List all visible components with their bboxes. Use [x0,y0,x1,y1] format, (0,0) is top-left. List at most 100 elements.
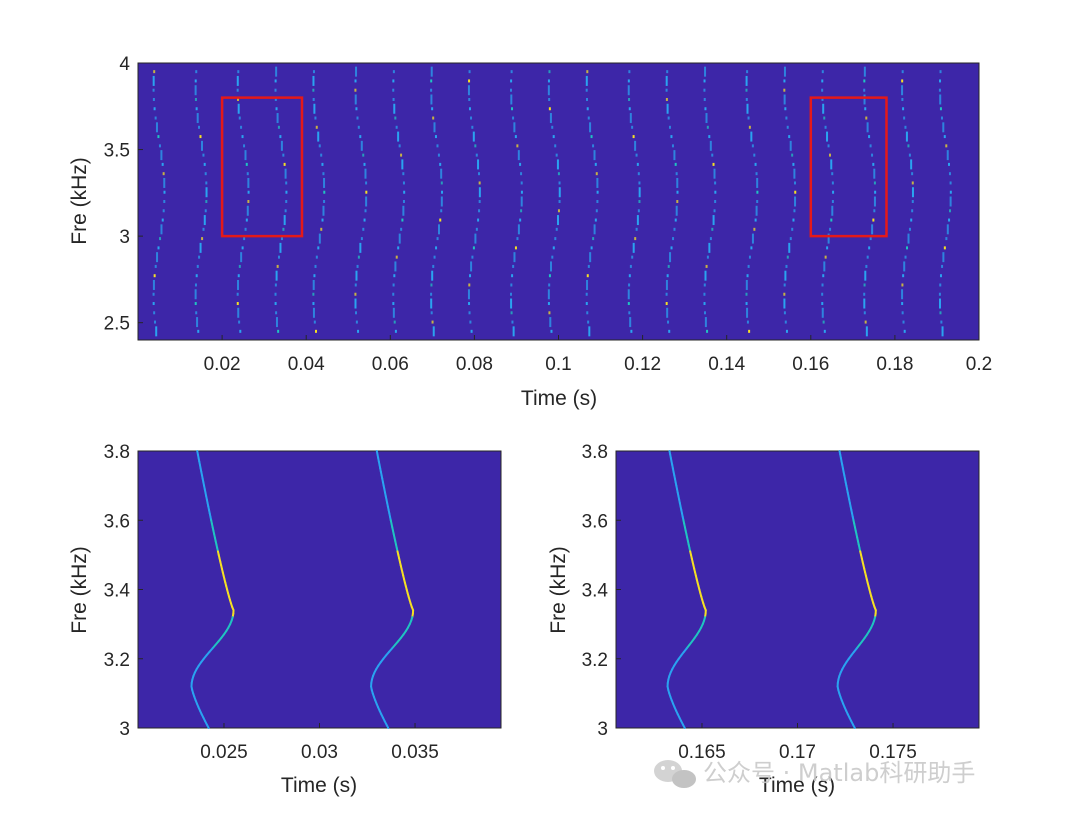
ridge-segment [939,107,942,111]
ridge-segment [873,196,876,207]
ridge-segment [628,97,631,101]
ridge-segment [277,329,280,333]
ridge-segment [946,150,949,161]
ridge-segment [863,292,866,296]
ridge-segment [714,181,717,185]
ridge-segment [392,97,395,101]
ridge-segment [154,264,157,268]
plot-bottom-left-ytick-label: 3 [119,719,130,740]
ridge-segment [949,196,952,207]
ridge-segment [586,97,589,101]
ridge-segment [354,298,357,309]
ridge-segment [354,94,357,105]
ridge-segment [783,292,786,296]
ridge-segment [245,162,248,166]
ridge-segment [403,190,406,194]
ridge-segment [586,70,589,74]
ridge-segment [901,302,904,306]
ridge-segment [430,88,433,92]
ridge-segment [152,75,155,86]
ridge-segment [821,88,824,92]
ridge-segment [784,107,787,111]
ridge-segment [557,172,560,176]
ridge-segment [152,279,155,290]
ridge-segment [320,153,323,157]
ridge-segment [666,103,669,114]
ridge-segment [706,255,709,259]
ridge-segment [467,289,470,300]
ridge-segment [520,196,523,207]
ridge-segment [712,162,715,166]
ridge-segment [704,317,707,328]
ridge-line-1 [205,723,210,729]
ridge-segment [354,88,357,92]
ridge-segment [397,131,400,142]
ridge-segment [161,218,164,222]
ridge-segment [783,283,786,287]
ridge-segment [675,172,678,176]
ridge-segment [872,162,875,166]
ridge-segment [547,302,550,306]
ridge-segment [238,320,241,324]
ridge-segment [195,274,198,278]
ridge-segment [671,144,674,148]
ridge-segment [821,79,824,83]
ridge-segment [478,172,481,176]
ridge-segment [159,237,162,241]
ridge-segment [586,107,589,111]
ridge-segment [863,79,866,83]
ridge-segment [194,283,197,287]
plot-bottom-right-xtick-label: 0.17 [779,742,816,763]
ridge-segment [941,326,944,337]
ridge-segment [706,329,709,333]
ridge-segment [548,70,551,74]
ridge-segment [868,246,871,250]
plot-bottom-left-xtick-label: 0.025 [200,742,248,763]
plot-bottom-left-xtick-label: 0.03 [301,742,338,763]
ridge-segment [154,116,157,120]
ridge-segment [558,200,561,203]
ridge-segment [863,66,866,77]
ridge-segment [317,246,320,250]
ridge-segment [240,252,243,263]
ridge-segment [548,107,551,111]
ridge-segment [628,283,631,287]
ridge-segment [667,264,670,268]
ridge-segment [745,279,748,290]
ridge-segment [821,307,824,318]
ridge-segment [274,292,277,296]
ridge-segment [392,283,395,287]
ridge-segment [360,237,363,241]
ridge-segment [831,205,834,216]
ridge-segment [667,320,670,324]
ridge-segment [908,153,911,157]
ridge-segment [910,218,913,222]
ridge-segment [400,153,403,157]
ridge-segment [906,246,909,250]
ridge-segment [203,162,206,166]
ridge-segment [163,190,166,194]
ridge-segment [830,218,833,222]
ridge-segment [938,88,941,92]
ridge-segment [629,113,632,124]
ridge-segment [236,88,239,92]
ridge-segment [365,181,368,185]
ridge-segment [547,289,550,300]
ridge-segment [747,116,750,120]
ridge-segment [472,246,475,250]
ridge-segment [285,190,288,194]
plot-bottom-left-area [137,450,502,729]
ridge-segment [634,237,637,241]
ridge-segment [317,131,320,142]
ridge-segment [468,79,471,83]
ridge-segment [392,88,395,92]
ridge-segment [359,242,362,253]
ridge-segment [631,125,634,129]
ridge-segment [402,181,405,185]
ridge-segment [901,97,904,101]
ridge-segment [551,255,554,259]
ridge-segment [365,196,368,207]
ridge-segment [313,274,316,278]
ridge-segment [634,140,637,151]
ridge-segment [748,255,751,259]
